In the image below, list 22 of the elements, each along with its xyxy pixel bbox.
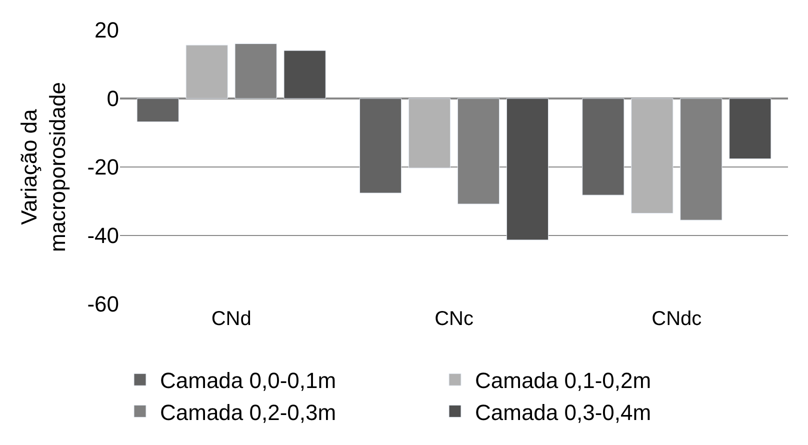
- bar: [631, 98, 674, 214]
- bar: [186, 44, 228, 99]
- legend-label: Camada 0,2-0,3m: [160, 400, 336, 425]
- x-tick-label: CNdc: [652, 308, 702, 330]
- bar: [506, 98, 549, 240]
- y-tick-label: -60: [87, 292, 119, 317]
- x-tick-label: CNc: [434, 308, 474, 330]
- bar: [582, 98, 624, 196]
- bar: [136, 98, 179, 122]
- x-tick-label: CNd: [211, 308, 252, 330]
- legend-label: Camada 0,3-0,4m: [475, 400, 652, 425]
- bar: [408, 98, 451, 168]
- y-axis-title: Variação da macroporosidade: [16, 82, 70, 252]
- legend-label: Camada 0,0-0,1m: [160, 368, 336, 394]
- y-tick-label: -20: [87, 154, 119, 180]
- y-tick-label: 20: [94, 18, 119, 43]
- bar: [284, 50, 326, 99]
- bar: [359, 98, 402, 194]
- y-tick-label: 0: [106, 86, 119, 112]
- y-tick-label: -40: [87, 223, 119, 248]
- bar: [729, 98, 772, 160]
- legend-label: Camada 0,1-0,2m: [475, 368, 652, 394]
